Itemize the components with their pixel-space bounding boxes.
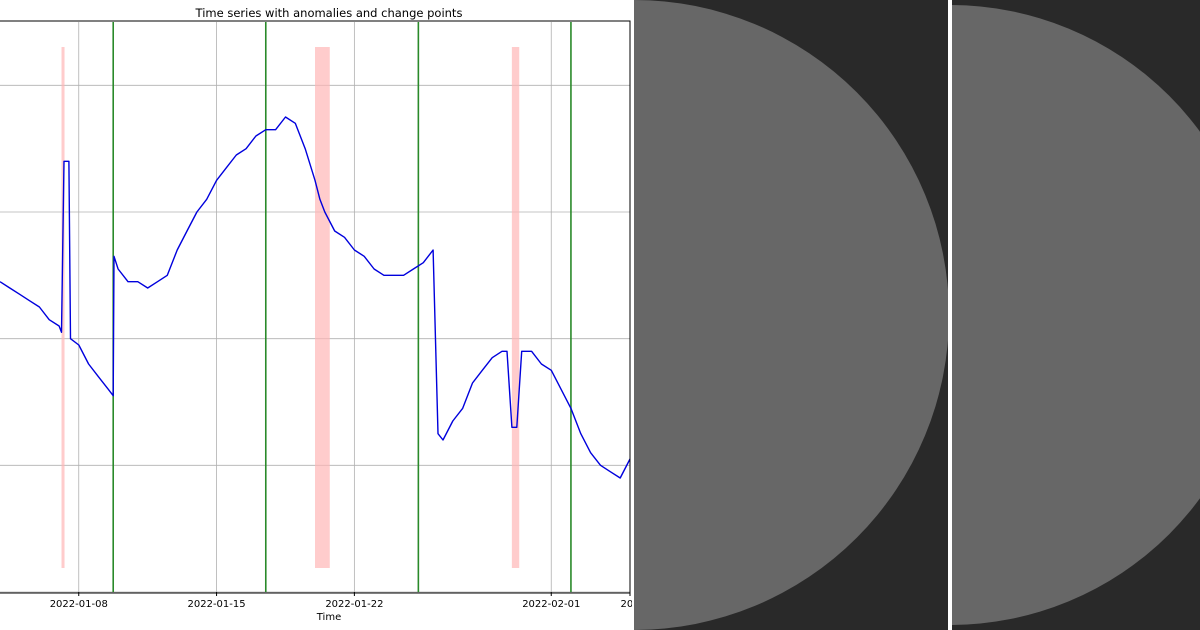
thumbnail-strip: [632, 0, 1200, 630]
series-line: [0, 116, 631, 479]
x-tick-label: 2022-01-22: [325, 599, 383, 610]
thumbnail-2[interactable]: [952, 0, 1200, 630]
time-series-chart: Time series with anomalies and change po…: [0, 6, 632, 623]
anomaly-span: [511, 47, 520, 568]
plot-frame: [0, 20, 631, 594]
x-tick-label: 2022-01-08: [50, 599, 108, 610]
half-disc-icon: [952, 5, 1200, 625]
anomaly-span: [61, 47, 65, 568]
series-layer: [0, 116, 631, 479]
anomaly-span: [315, 47, 330, 568]
x-tick-label: 202: [620, 599, 632, 610]
x-tick-label: 2022-02-01: [522, 599, 580, 610]
anomaly-spans: [61, 47, 520, 568]
chart-title: Time series with anomalies and change po…: [195, 6, 463, 20]
half-disc-icon: [634, 0, 948, 630]
axis-ticks: 2022-01-08 2022-01-15 2022-01-22 2022-02-01…: [50, 592, 632, 610]
x-tick-label: 2022-01-15: [188, 599, 246, 610]
chart-panel: Time series with anomalies and change po…: [0, 6, 632, 623]
change-point-lines: [112, 22, 572, 592]
x-axis-label: Time: [316, 612, 341, 623]
thumbnail-1[interactable]: [634, 0, 948, 630]
